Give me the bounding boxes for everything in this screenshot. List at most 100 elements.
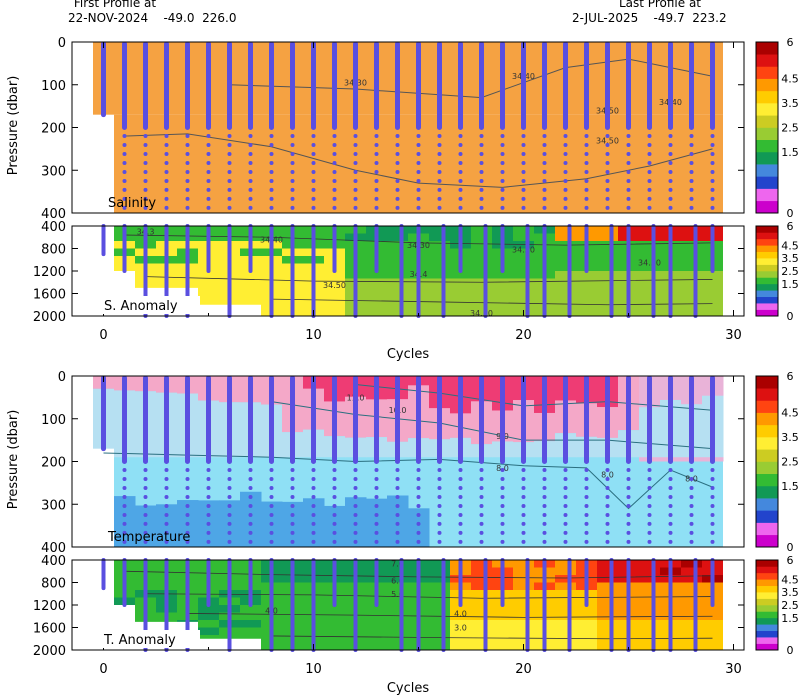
anomaly-cell [324,612,346,621]
anomaly-cell [450,308,472,317]
profile-point [626,539,631,544]
profile-point [164,530,169,535]
profile-point [626,187,631,192]
profile-point [311,539,316,544]
anomaly-cell [513,233,535,242]
profile-point [584,178,589,183]
profile-point [542,205,547,210]
profile-point [437,512,442,517]
anomaly-cell [471,241,493,249]
anomaly-cell [429,256,451,264]
contour-label: 34.50 [596,136,619,145]
profile-point [689,152,694,157]
anomaly-cell [681,293,703,302]
profile-point [479,503,484,508]
profile-point [374,205,379,210]
profile-point [374,530,379,535]
profile-point [290,205,295,210]
anomaly-cell [240,271,262,279]
profile-point [416,512,421,517]
anomaly-cell [681,256,703,264]
colorbar-swatch [756,251,778,259]
profile-point [353,187,358,192]
profile-point [479,178,484,183]
anomaly-cell [555,286,577,294]
profile-point [500,205,505,210]
anomaly-cell [471,256,493,264]
anomaly-cell [597,575,619,583]
contour-label: 34.50 [323,281,346,290]
profile-point [269,143,274,148]
profile-point [227,169,232,174]
anomaly-cell [639,248,661,257]
profile-point [164,169,169,174]
anomaly-cell [597,286,619,294]
profile-point [479,160,484,165]
anomaly-cell [513,597,535,606]
colorbar-swatch [756,164,778,177]
anomaly-cell [597,567,619,576]
anomaly-cell [576,301,598,309]
label-bg [100,630,200,648]
anomaly-cell [639,286,661,294]
profile-point [458,152,463,157]
anomaly-cell [387,226,409,234]
profile-point [437,205,442,210]
anomaly-cell [639,263,661,272]
profile-point [143,205,148,210]
profile-point [269,530,274,535]
profile-point [521,134,526,139]
anomaly-cell [576,293,598,302]
profile-point [332,178,337,183]
profile-point [206,512,211,517]
anomaly-cell [387,567,409,576]
anomaly-cell [639,271,661,279]
profile-point [269,503,274,508]
profile-point [479,539,484,544]
profile-point [563,521,568,526]
profile-point [521,539,526,544]
anomaly-cell [324,278,346,287]
anomaly-cell [576,612,598,621]
profile-point [542,468,547,473]
profile-point [269,134,274,139]
y-tick-label: 800 [41,577,66,592]
profile-point [143,468,148,473]
colorbar-swatch [756,151,778,165]
profile-point [311,512,316,517]
profile-point [542,477,547,482]
anomaly-cell [492,605,514,613]
profile-point [458,512,463,517]
profile-point [248,530,253,535]
colorbar-swatch [756,560,778,567]
profile-point [185,169,190,174]
anomaly-cell [576,620,598,628]
profile-point [185,468,190,473]
profile-point [227,196,232,201]
profile-point [206,143,211,148]
colorbar-swatch [756,400,778,413]
profile-point [185,187,190,192]
anomaly-cell [597,293,619,302]
profile-point [227,503,232,508]
profile-point [458,468,463,473]
anomaly-cell [513,575,535,583]
colorbar-swatch [756,127,778,141]
colorbar-swatch [756,637,778,644]
anomaly-cell [198,635,220,640]
profile-point [227,134,232,139]
anomaly-cell [492,642,514,651]
profile-point [374,512,379,517]
colorbar-tick-label: 4.5 [781,407,799,420]
colorbar-swatch [756,232,778,240]
contour-label: 4.0 [454,609,467,618]
anomaly-cell [681,575,703,583]
profile-point [332,143,337,148]
colorbar-swatch [756,283,778,291]
profile-point [143,503,148,508]
anomaly-cell [681,226,703,234]
anomaly-cell [513,256,535,264]
anomaly-cell [429,241,451,249]
profile-point [248,468,253,473]
profile-point [248,205,253,210]
